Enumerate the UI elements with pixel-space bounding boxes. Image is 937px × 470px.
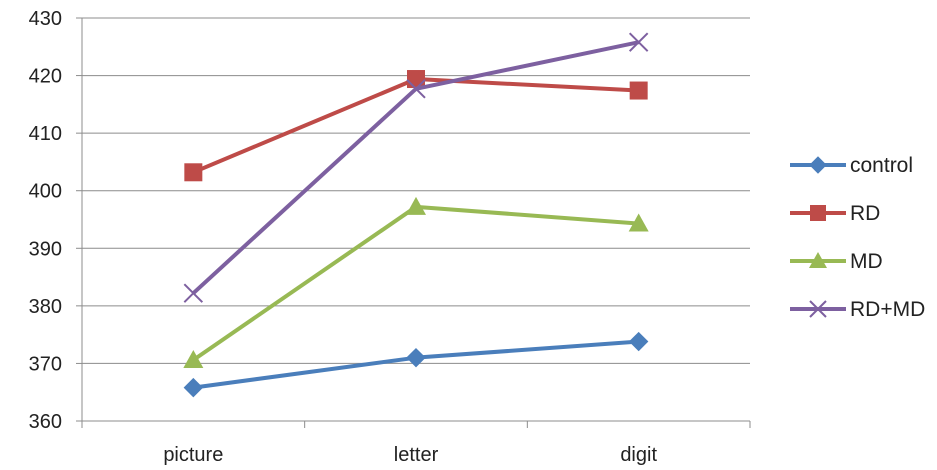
series-line	[192, 77, 639, 175]
x-tick-label: letter	[394, 444, 439, 466]
legend-marker	[809, 156, 827, 174]
data-point	[407, 70, 425, 89]
gridlines	[82, 17, 750, 364]
y-axis-tick-labels: 430 420 410 400 390 380 370 360	[29, 8, 62, 433]
y-tick-label: 400	[29, 181, 62, 203]
legend-label: control	[850, 154, 913, 177]
x-tick-label: digit	[620, 444, 657, 466]
data-point	[183, 377, 204, 398]
legend-item: control	[790, 154, 913, 177]
y-tick-label: 360	[29, 411, 62, 433]
legend-item: RD	[790, 202, 880, 225]
legend-item: MD	[790, 250, 883, 273]
legend-marker	[810, 205, 826, 221]
legend-label: RD+MD	[850, 298, 925, 321]
series-rd-md	[183, 32, 649, 303]
y-tick-label: 420	[29, 66, 62, 88]
legend-item: RD+MD	[790, 298, 925, 321]
x-tick-label: picture	[163, 444, 223, 466]
series-md	[183, 196, 649, 368]
y-tick-label: 410	[29, 123, 62, 145]
y-tick-label: 390	[29, 238, 62, 260]
data-point	[628, 213, 649, 232]
legend: control RD MD RD+MD	[790, 154, 925, 321]
data-point	[406, 196, 426, 215]
y-tick-label: 430	[29, 8, 62, 30]
series-control	[183, 331, 649, 398]
legend-marker	[809, 252, 827, 268]
data-point	[184, 163, 203, 182]
data-point	[629, 81, 648, 100]
legend-label: MD	[850, 250, 883, 273]
data-point	[183, 283, 204, 303]
y-tick-label: 380	[29, 296, 62, 318]
data-point	[628, 32, 649, 52]
axes	[76, 17, 751, 428]
data-point	[406, 347, 426, 368]
data-point	[628, 331, 649, 352]
legend-label: RD	[850, 202, 880, 225]
data-point	[183, 349, 204, 368]
series-rd	[184, 70, 648, 182]
legend-marker	[809, 300, 827, 318]
y-tick-label: 370	[29, 353, 62, 375]
x-axis-tick-labels: picture letter digit	[163, 444, 657, 466]
data-point	[406, 79, 426, 99]
series-group	[183, 32, 649, 398]
